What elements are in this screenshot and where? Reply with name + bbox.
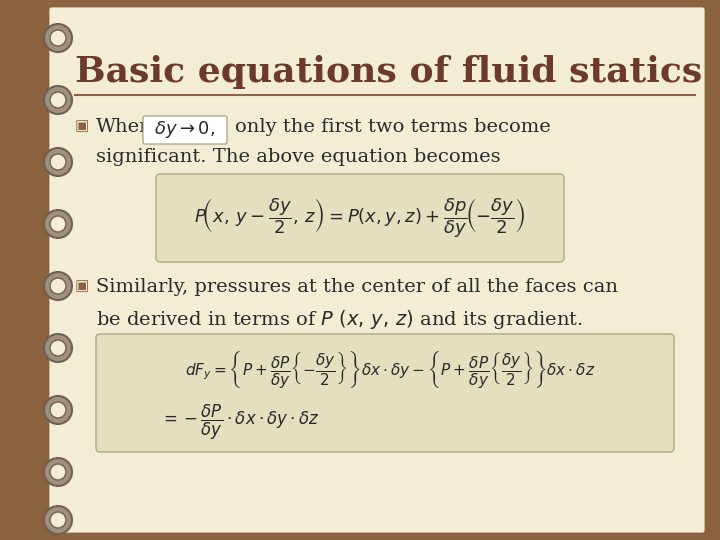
Circle shape	[50, 464, 66, 480]
Text: $dF_y = \left\{P + \dfrac{\delta P}{\delta y}\left\{-\dfrac{\delta y}{2}\right\}: $dF_y = \left\{P + \dfrac{\delta P}{\del…	[185, 349, 595, 390]
Circle shape	[50, 92, 66, 108]
Circle shape	[44, 272, 72, 300]
Circle shape	[50, 278, 66, 294]
Circle shape	[44, 24, 72, 52]
Circle shape	[44, 458, 72, 486]
Circle shape	[44, 334, 72, 362]
Circle shape	[44, 148, 72, 176]
Text: Similarly, pressures at the center of all the faces can: Similarly, pressures at the center of al…	[96, 278, 618, 296]
Text: Basic equations of fluid statics: Basic equations of fluid statics	[75, 55, 702, 89]
Text: significant. The above equation becomes: significant. The above equation becomes	[96, 148, 500, 166]
Text: be derived in terms of $P$ $(x,\, y,\, z)$ and its gradient.: be derived in terms of $P$ $(x,\, y,\, z…	[96, 308, 583, 331]
FancyBboxPatch shape	[96, 334, 674, 452]
Circle shape	[44, 396, 72, 424]
FancyBboxPatch shape	[156, 174, 564, 262]
FancyBboxPatch shape	[48, 6, 706, 534]
Text: only the first two terms become: only the first two terms become	[235, 118, 551, 136]
Circle shape	[44, 506, 72, 534]
Circle shape	[50, 30, 66, 46]
Text: ▣: ▣	[75, 118, 89, 133]
Text: $\delta y \rightarrow 0,$: $\delta y \rightarrow 0,$	[154, 119, 215, 140]
Circle shape	[50, 340, 66, 356]
Circle shape	[50, 512, 66, 528]
Circle shape	[44, 210, 72, 238]
Circle shape	[44, 86, 72, 114]
Text: When: When	[96, 118, 153, 136]
FancyBboxPatch shape	[143, 116, 227, 144]
Circle shape	[50, 154, 66, 170]
Circle shape	[50, 402, 66, 418]
Text: $P\!\left(x,\, y - \dfrac{\delta y}{2},\, z\right) = P(x,y,z) + \dfrac{\delta p}: $P\!\left(x,\, y - \dfrac{\delta y}{2},\…	[194, 196, 526, 240]
Circle shape	[50, 216, 66, 232]
Text: $= -\dfrac{\delta P}{\delta y} \cdot \delta x \cdot \delta y \cdot \delta z$: $= -\dfrac{\delta P}{\delta y} \cdot \de…	[160, 402, 320, 442]
Text: ▣: ▣	[75, 278, 89, 293]
